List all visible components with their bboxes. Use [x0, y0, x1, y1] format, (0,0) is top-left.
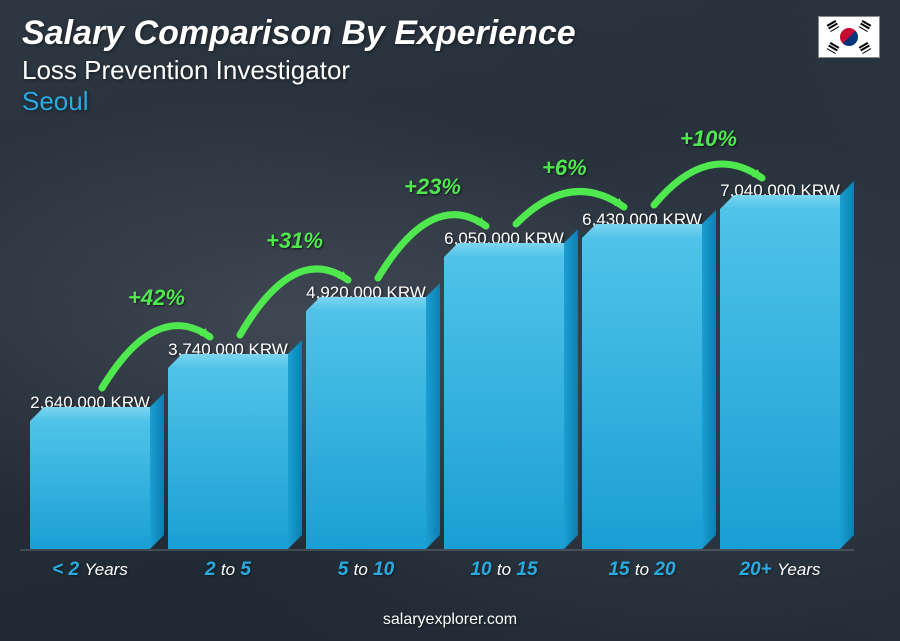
increase-label: +10% [680, 126, 737, 152]
increase-label: +31% [266, 228, 323, 254]
x-axis-label: 15 to 20 [582, 559, 702, 581]
bar [582, 238, 702, 549]
page-title: Salary Comparison By Experience [22, 14, 878, 53]
job-title: Loss Prevention Investigator [22, 55, 878, 86]
x-axis-label: 5 to 10 [306, 559, 426, 581]
increase-label: +6% [542, 155, 587, 181]
footer-site: salaryexplorer.com [0, 611, 900, 629]
x-axis-label: 10 to 15 [444, 559, 564, 581]
increase-label: +23% [404, 174, 461, 200]
bar [444, 257, 564, 549]
increase-label: +42% [128, 285, 185, 311]
x-axis-label: 2 to 5 [168, 559, 288, 581]
bar [720, 209, 840, 549]
x-axis-label: < 2 Years [30, 559, 150, 581]
x-axis-label: 20+ Years [720, 559, 840, 581]
header: Salary Comparison By Experience Loss Pre… [22, 14, 878, 117]
country-flag-icon [818, 16, 880, 58]
bar-chart: 2,640,000 KRW3,740,000 KRW4,920,000 KRW6… [30, 130, 840, 581]
bar [30, 421, 150, 549]
location-label: Seoul [22, 86, 878, 117]
